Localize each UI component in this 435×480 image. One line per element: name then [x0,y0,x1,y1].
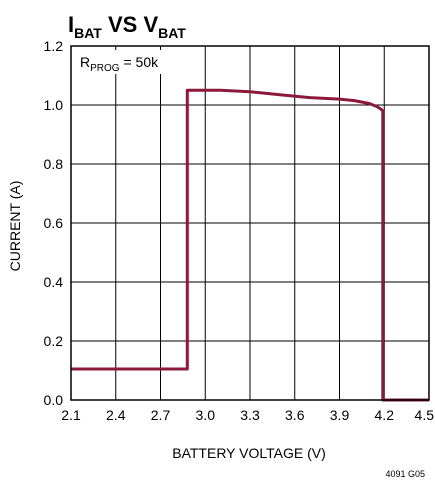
x-tick-label: 2.7 [151,407,171,423]
grid [70,45,430,401]
y-tick-label: 0.0 [44,392,64,408]
x-tick-label: 2.4 [106,407,126,423]
y-tick-label: 0.8 [44,156,64,172]
series-layer [71,88,429,402]
y-tick-label: 0.6 [44,215,64,231]
y-tick-labels: 0.0 0.2 0.4 0.6 0.8 1.0 1.2 [44,38,64,408]
series-line-0 [71,88,429,402]
y-tick-label: 0.2 [44,333,64,349]
figure-id: 4091 G05 [385,469,425,479]
x-axis-label: BATTERY VOLTAGE (V) [172,445,326,461]
x-tick-label: 3.0 [196,407,216,423]
plot-frame [70,45,430,401]
x-tick-label: 3.9 [330,407,350,423]
y-axis-label: CURRENT (A) [7,181,23,272]
y-tick-label: 1.0 [44,97,64,113]
annotation-background [76,50,186,74]
x-tick-label: 4.2 [375,407,395,423]
x-tick-label: 3.6 [285,407,305,423]
chart-title: IBAT VS VBAT [68,12,186,41]
x-tick-label: 2.1 [61,407,81,423]
y-tick-label: 0.4 [44,274,64,290]
x-tick-label: 4.5 [415,407,435,423]
x-tick-labels: 2.1 2.4 2.7 3.0 3.3 3.6 3.9 4.2 4.5 [61,407,434,423]
annotation-rprog: RPROG = 50k [80,54,159,74]
y-tick-label: 1.2 [44,38,64,54]
x-tick-label: 3.3 [240,407,260,423]
